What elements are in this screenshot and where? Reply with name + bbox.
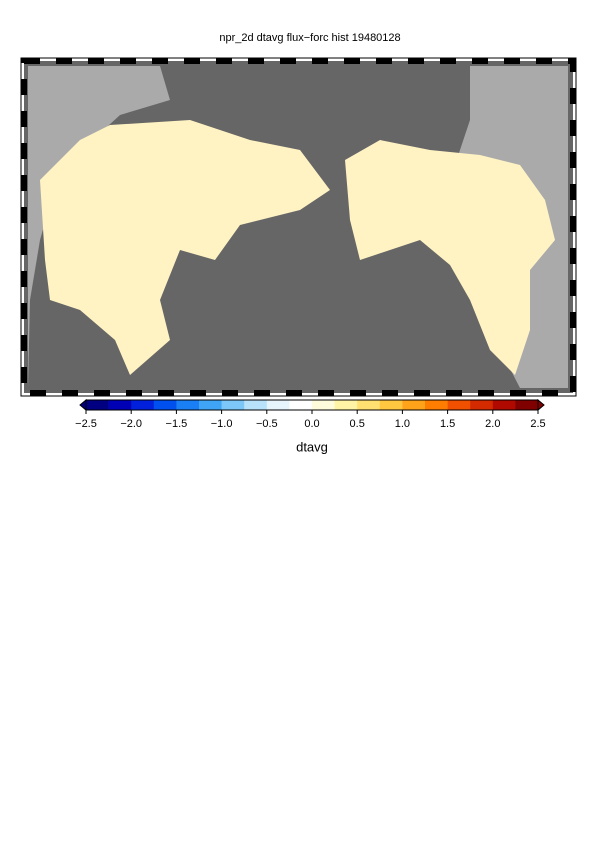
- colorbar-tick-label: −2.5: [75, 418, 97, 430]
- data-region: [345, 140, 555, 375]
- colorbar-cell: [153, 400, 177, 410]
- colorbar-tick-label: 1.5: [440, 418, 455, 430]
- map-frame-outline: [20, 57, 577, 397]
- colorbar-tick-label: −1.0: [211, 418, 233, 430]
- colorbar-cell: [312, 400, 335, 410]
- colorbar-tick-label: 0.5: [350, 418, 365, 430]
- colorbar-cell: [266, 400, 290, 410]
- data-region: [40, 120, 330, 375]
- colorbar-tick-label: 2.5: [530, 418, 545, 430]
- colorbar-cell: [402, 400, 426, 410]
- colorbar-tick-label: 2.0: [485, 418, 500, 430]
- colorbar-cell: [379, 400, 403, 410]
- colorbar-extend-high: [537, 398, 545, 412]
- map-title: npr_2d dtavg flux−forc hist 19480128: [219, 32, 400, 44]
- colorbar-cell: [176, 400, 200, 410]
- colorbar-tick-label: −2.0: [120, 418, 142, 430]
- colorbar-extend-low: [79, 398, 87, 412]
- colorbar-cell: [244, 400, 268, 410]
- colorbar: −2.5 −2.0 −1.5 −1.0 −0.5 0.0 0.5 1.0 1.5 2.0 2.5: [75, 398, 546, 430]
- colorbar-cell: [86, 400, 109, 410]
- colorbar-cell: [334, 400, 358, 410]
- land: [28, 66, 170, 388]
- colorbar-cell: [221, 400, 245, 410]
- map-frame: [21, 58, 576, 396]
- colorbar-tick-label: 0.0: [304, 418, 319, 430]
- colorbar-cell: [199, 400, 222, 410]
- colorbar-tick-label: 1.0: [395, 418, 410, 430]
- colorbar-cell: [492, 400, 516, 410]
- colorbar-cell: [447, 400, 471, 410]
- colorbar-cell: [108, 400, 132, 410]
- colorbar-cell: [131, 400, 155, 410]
- colorbar-cell: [425, 400, 448, 410]
- colorbar-tick-label: −0.5: [256, 418, 278, 430]
- colorbar-tick-label: −1.5: [166, 418, 188, 430]
- colorbar-cell: [470, 400, 494, 410]
- colorbar-cell: [515, 400, 539, 410]
- colorbar-cell: [289, 400, 313, 410]
- colorbar-cell: [357, 400, 381, 410]
- map: [20, 57, 577, 397]
- colorbar-label: dtavg: [296, 439, 328, 454]
